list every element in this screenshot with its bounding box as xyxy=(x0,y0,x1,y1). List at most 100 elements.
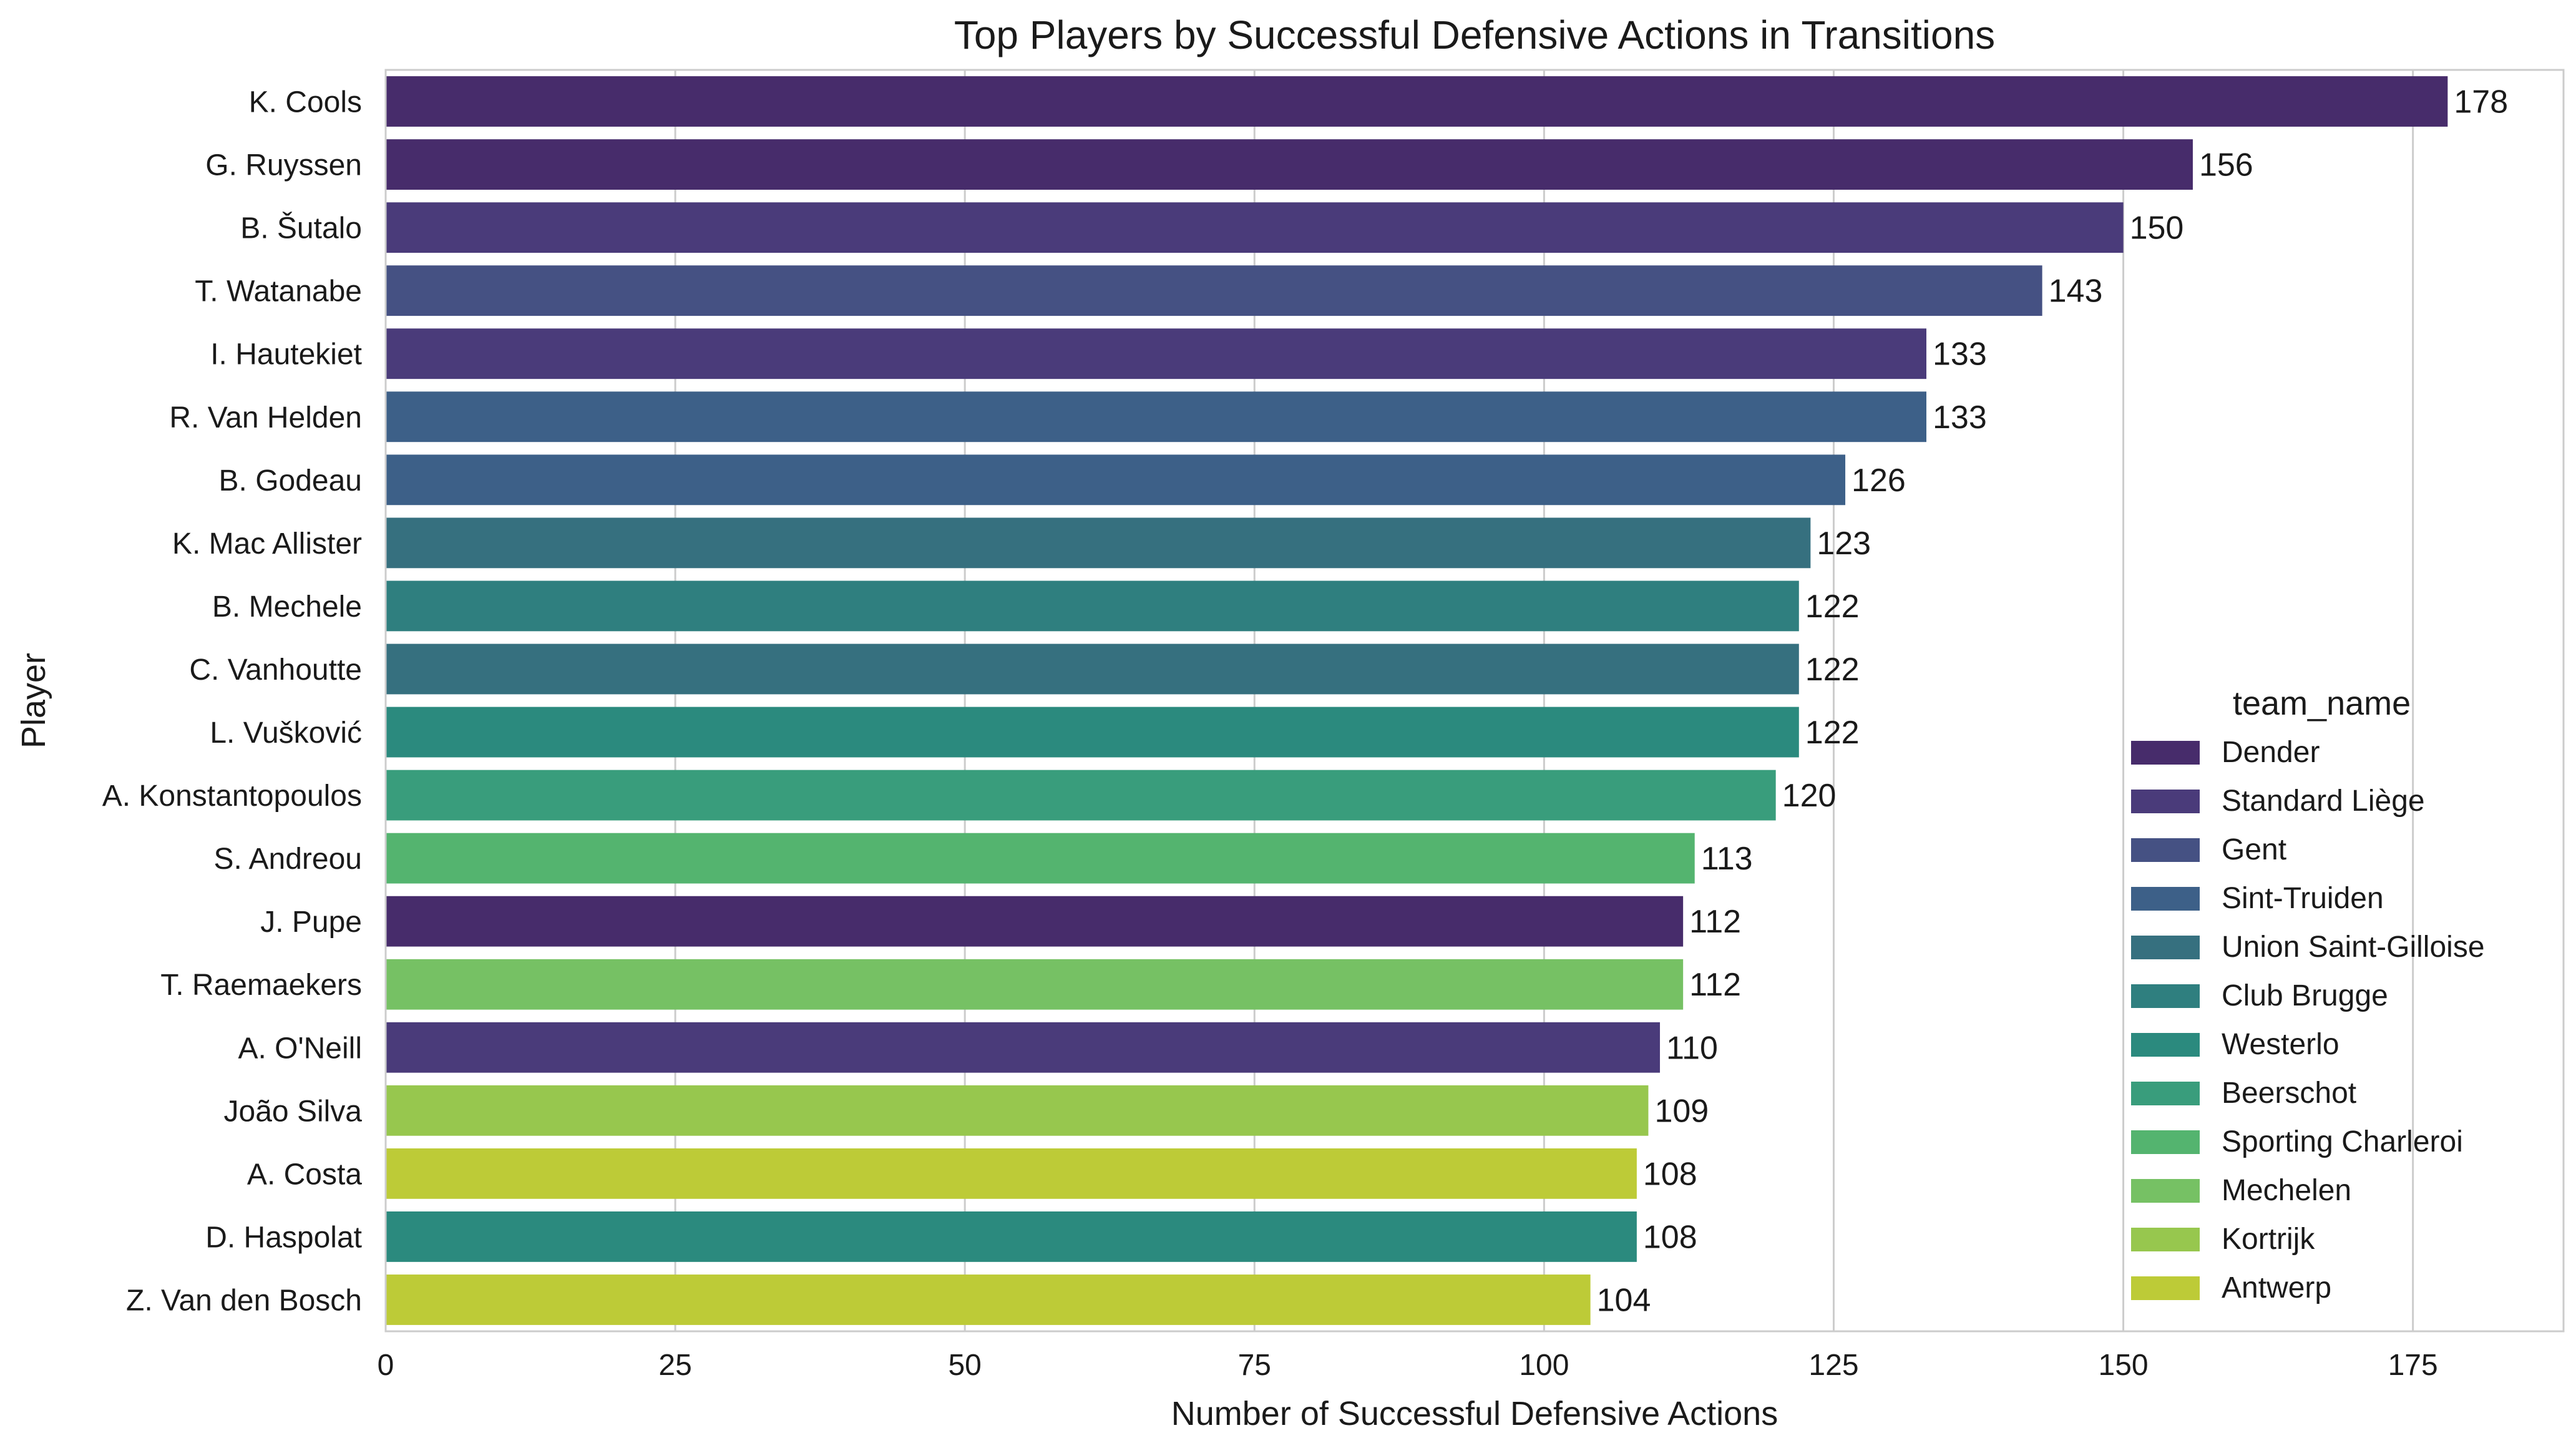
y-axis-label: Player xyxy=(15,653,52,748)
legend-title: team_name xyxy=(2233,685,2411,722)
bar xyxy=(386,139,2193,190)
data-label: 110 xyxy=(1666,1030,1718,1066)
y-tick-label: A. Costa xyxy=(247,1158,362,1191)
legend-item-label: Sint-Truiden xyxy=(2222,882,2384,915)
legend-item-label: Antwerp xyxy=(2222,1271,2331,1304)
y-tick-label: K. Mac Allister xyxy=(172,527,362,560)
y-tick-label: B. Godeau xyxy=(219,464,363,497)
y-tick-label: G. Ruyssen xyxy=(205,149,362,182)
legend-swatch xyxy=(2131,790,2200,813)
y-tick-label: C. Vanhoutte xyxy=(189,653,362,687)
bar xyxy=(386,1022,1661,1073)
legend-item-label: Westerlo xyxy=(2222,1028,2339,1061)
legend-swatch xyxy=(2131,887,2200,911)
legend-swatch xyxy=(2131,1179,2200,1203)
x-tick-label: 175 xyxy=(2388,1349,2438,1382)
legend-item-label: Standard Liège xyxy=(2222,785,2425,818)
chart-title: Top Players by Successful Defensive Acti… xyxy=(954,12,1995,57)
y-tick-label: Z. Van den Bosch xyxy=(126,1284,362,1317)
data-label: 178 xyxy=(2454,84,2508,120)
legend-item-label: Beerschot xyxy=(2222,1077,2356,1110)
legend-swatch xyxy=(2131,984,2200,1008)
data-label: 112 xyxy=(1689,967,1741,1003)
legend: team_name Dender Standard Liège Gent Sint-T… xyxy=(2131,685,2485,1304)
y-tick-label: K. Cools xyxy=(249,86,362,119)
bar xyxy=(386,1211,1637,1262)
data-label: 133 xyxy=(1933,336,1987,373)
bar xyxy=(386,1085,1649,1136)
data-label: 133 xyxy=(1933,399,1987,436)
legend-item-label: Mechelen xyxy=(2222,1174,2351,1207)
data-label: 109 xyxy=(1654,1093,1709,1129)
data-label: 112 xyxy=(1689,904,1741,940)
data-label: 126 xyxy=(1852,462,1906,499)
x-tick-label: 125 xyxy=(1808,1349,1858,1382)
bar xyxy=(386,707,1799,758)
y-tick-label: R. Van Helden xyxy=(169,401,362,434)
data-label: 156 xyxy=(2199,147,2253,183)
x-tick-label: 50 xyxy=(948,1349,981,1382)
x-tick-label: 25 xyxy=(658,1349,691,1382)
plot-frame xyxy=(384,69,2565,1333)
bar xyxy=(386,1148,1637,1199)
bar xyxy=(386,643,1799,695)
data-label: 122 xyxy=(1805,589,1860,625)
y-tick-label: B. Šutalo xyxy=(240,212,362,245)
bar xyxy=(386,391,1926,443)
x-tick-label: 150 xyxy=(2099,1349,2149,1382)
legend-item-label: Union Saint-Gilloise xyxy=(2222,931,2485,964)
data-label: 108 xyxy=(1643,1156,1697,1192)
legend-swatch xyxy=(2131,1276,2200,1300)
y-tick-label: A. O'Neill xyxy=(238,1032,362,1065)
bar xyxy=(386,517,1811,569)
y-tick-label: João Silva xyxy=(224,1095,363,1128)
bar xyxy=(386,896,1684,947)
data-label: 120 xyxy=(1782,778,1837,814)
bar xyxy=(386,1274,1591,1325)
legend-swatch xyxy=(2131,1130,2200,1154)
legend-item-label: Dender xyxy=(2222,736,2320,769)
data-label: 108 xyxy=(1643,1219,1697,1255)
y-tick-label: L. Vušković xyxy=(210,717,362,750)
legend-item-label: Club Brugge xyxy=(2222,979,2388,1012)
bar xyxy=(386,265,2042,316)
y-tick-label: T. Watanabe xyxy=(195,275,362,308)
legend-item-label: Kortrijk xyxy=(2222,1223,2315,1256)
data-label: 123 xyxy=(1817,526,1871,562)
bar xyxy=(386,328,1926,379)
y-tick-label: S. Andreou xyxy=(213,843,362,876)
bar xyxy=(386,202,2124,253)
legend-swatch xyxy=(2131,1228,2200,1251)
bar xyxy=(386,770,1776,821)
bar xyxy=(386,454,1846,506)
data-label: 143 xyxy=(2049,273,2103,310)
bar xyxy=(386,580,1799,632)
y-tick-label: A. Konstantopoulos xyxy=(102,780,362,813)
y-tick-label: I. Hautekiet xyxy=(210,338,362,371)
x-axis-ticks: 0 25 50 75 100 125 150 175 xyxy=(378,1349,2438,1382)
x-axis-label: Number of Successful Defensive Actions xyxy=(1171,1395,1778,1432)
x-tick-label: 75 xyxy=(1238,1349,1271,1382)
data-label: 150 xyxy=(2130,210,2184,247)
y-tick-label: D. Haspolat xyxy=(205,1221,362,1254)
legend-swatch xyxy=(2131,936,2200,959)
data-label: 113 xyxy=(1701,841,1753,877)
bars xyxy=(386,76,2448,1325)
bar xyxy=(386,959,1684,1010)
legend-swatch xyxy=(2131,838,2200,862)
y-tick-label: J. Pupe xyxy=(260,906,362,939)
legend-swatch xyxy=(2131,741,2200,765)
data-label: 122 xyxy=(1805,652,1860,688)
x-tick-label: 100 xyxy=(1519,1349,1569,1382)
data-label: 122 xyxy=(1805,715,1860,751)
x-tick-label: 0 xyxy=(378,1349,394,1382)
bar xyxy=(386,76,2448,127)
bar xyxy=(386,833,1695,884)
legend-item-label: Sporting Charleroi xyxy=(2222,1125,2463,1158)
data-label: 104 xyxy=(1597,1282,1651,1318)
legend-swatch xyxy=(2131,1033,2200,1057)
legend-item-label: Gent xyxy=(2222,833,2286,866)
data-labels: 178 156 150 143 133 133 126 123 122 122 122 120 113 1… xyxy=(1597,84,2508,1319)
y-tick-label: B. Mechele xyxy=(212,590,362,624)
